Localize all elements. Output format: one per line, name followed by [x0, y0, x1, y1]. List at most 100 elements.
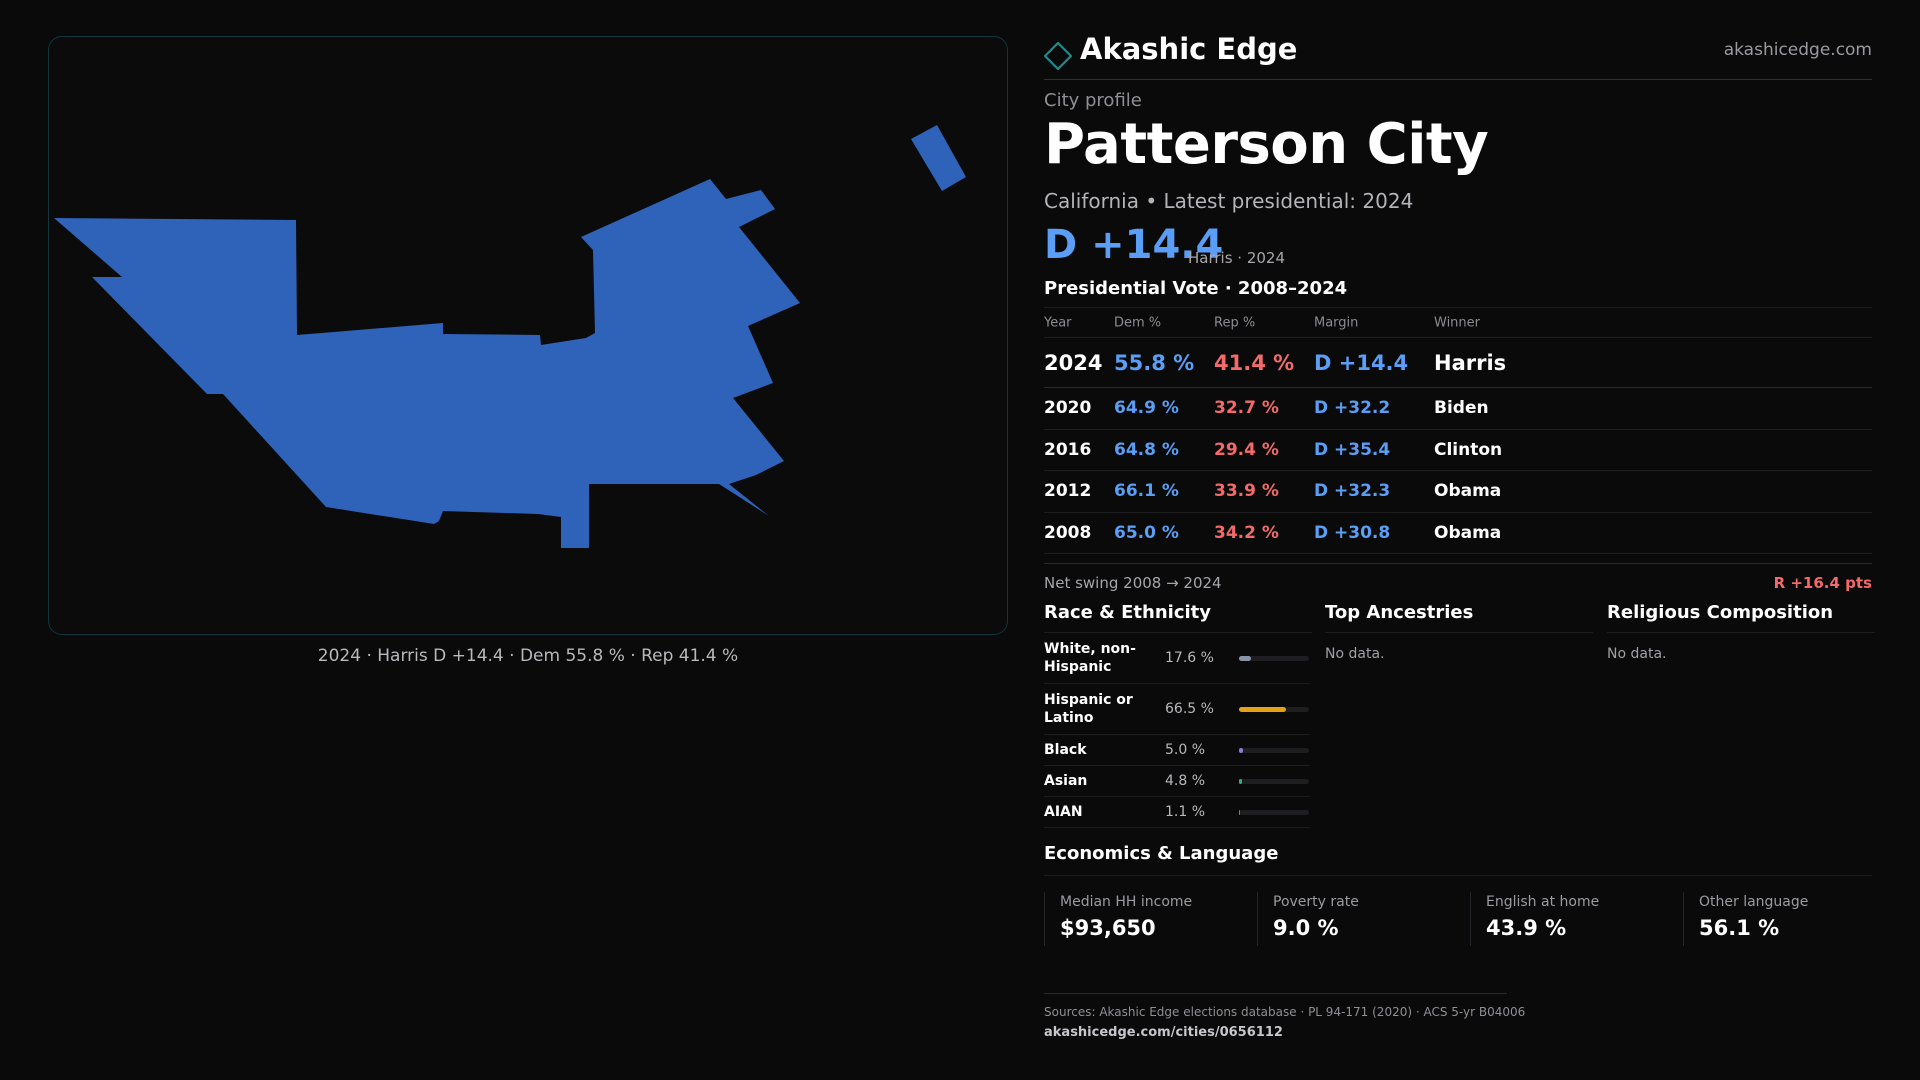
row-margin: D +30.8	[1314, 522, 1391, 543]
presidential-vote-table: Year Dem % Rep % Margin Winner 2024 55.8…	[1044, 307, 1872, 554]
row-rep-pct: 41.4 %	[1214, 350, 1295, 375]
race-row: Asian 4.8 %	[1044, 766, 1310, 797]
race-value: 17.6 %	[1165, 650, 1214, 666]
brand-header: Akashic Edge akashicedge.com	[1043, 30, 1872, 80]
race-value: 5.0 %	[1165, 742, 1206, 758]
diamond-outline-icon	[1043, 41, 1073, 74]
city-boundary-main[interactable]	[54, 179, 800, 548]
race-ethnicity-section: Race & Ethnicity White, non-Hispanic 17.…	[1044, 600, 1312, 828]
race-label: Black	[1044, 742, 1087, 758]
sources-note: Sources: Akashic Edge elections database…	[1044, 1005, 1526, 1019]
stat-label: Other language	[1699, 894, 1809, 910]
row-winner: Obama	[1434, 522, 1502, 543]
row-year: 2020	[1044, 398, 1092, 419]
religious-composition-section: Religious Composition No data.	[1607, 600, 1875, 662]
city-boundary-map[interactable]	[48, 36, 1008, 635]
race-bar-fill	[1239, 778, 1243, 784]
stat-other-language: Other language 56.1 %	[1683, 892, 1883, 946]
row-winner: Obama	[1434, 481, 1502, 502]
race-bar-track	[1239, 778, 1309, 784]
column-header-winner: Winner	[1434, 315, 1481, 330]
race-row: Black 5.0 %	[1044, 735, 1310, 766]
row-year: 2024	[1044, 350, 1103, 375]
economics-stats: Median HH income $93,650 Poverty rate 9.…	[1044, 892, 1872, 946]
table-row: 2016 64.8 % 29.4 % D +35.4 Clinton	[1044, 430, 1872, 471]
race-label: White, non-Hispanic	[1044, 641, 1136, 675]
table-row: 2024 55.8 % 41.4 % D +14.4 Harris	[1044, 338, 1872, 388]
profile-kicker: City profile	[1044, 90, 1142, 111]
race-label: Asian	[1044, 773, 1088, 789]
page-url-link[interactable]: akashicedge.com/cities/0656112	[1044, 1025, 1283, 1040]
row-margin: D +32.2	[1314, 398, 1391, 419]
race-bar-track	[1239, 747, 1309, 753]
stat-median-income: Median HH income $93,650	[1044, 892, 1244, 946]
table-row: 2008 65.0 % 34.2 % D +30.8 Obama	[1044, 513, 1872, 554]
top-ancestries-section: Top Ancestries No data.	[1325, 600, 1593, 662]
race-row: White, non-Hispanic 17.6 %	[1044, 633, 1310, 684]
column-header-dem: Dem %	[1114, 315, 1162, 330]
row-margin: D +14.4	[1314, 350, 1409, 375]
row-winner: Harris	[1434, 350, 1507, 375]
row-dem-pct: 66.1 %	[1114, 481, 1179, 502]
race-label: Hispanic or Latino	[1044, 692, 1133, 726]
stat-label: English at home	[1486, 894, 1600, 910]
row-dem-pct: 65.0 %	[1114, 522, 1179, 543]
city-boundary-exclave[interactable]	[911, 125, 966, 191]
row-winner: Clinton	[1434, 439, 1503, 460]
row-winner: Biden	[1434, 398, 1489, 419]
stat-poverty-rate: Poverty rate 9.0 %	[1257, 892, 1457, 946]
row-dem-pct: 64.9 %	[1114, 398, 1179, 419]
row-year: 2012	[1044, 481, 1092, 502]
religion-empty-message: No data.	[1607, 646, 1667, 662]
ancestries-empty-message: No data.	[1325, 646, 1385, 662]
race-bar-fill	[1239, 655, 1252, 661]
brand-url-link[interactable]: akashicedge.com	[1723, 40, 1872, 60]
row-year: 2016	[1044, 439, 1092, 460]
row-rep-pct: 34.2 %	[1214, 522, 1279, 543]
race-value: 66.5 %	[1165, 701, 1214, 717]
row-rep-pct: 29.4 %	[1214, 439, 1279, 460]
stat-english-at-home: English at home 43.9 %	[1470, 892, 1670, 946]
stat-value: 43.9 %	[1486, 916, 1567, 940]
city-subtitle: California • Latest presidential: 2024	[1044, 189, 1414, 213]
latest-margin-note: Harris · 2024	[1188, 249, 1286, 267]
race-row: AIAN 1.1 %	[1044, 797, 1310, 828]
city-profile-panel: Akashic Edge akashicedge.com City profil…	[1043, 0, 1875, 1080]
row-rep-pct: 32.7 %	[1214, 398, 1279, 419]
row-dem-pct: 64.8 %	[1114, 439, 1179, 460]
race-value: 1.1 %	[1165, 804, 1206, 820]
divider	[1044, 993, 1507, 994]
race-bar-fill	[1239, 706, 1286, 712]
stat-value: $93,650	[1060, 916, 1156, 940]
latest-margin: D +14.4	[1044, 222, 1224, 268]
race-bar-track	[1239, 706, 1309, 712]
stat-label: Median HH income	[1060, 894, 1193, 910]
row-year: 2008	[1044, 522, 1092, 543]
economics-language-title: Economics & Language	[1044, 843, 1279, 864]
net-swing-value: R +16.4 pts	[1773, 574, 1872, 592]
brand-name[interactable]: Akashic Edge	[1080, 32, 1298, 66]
race-row: Hispanic or Latino 66.5 %	[1044, 684, 1310, 735]
race-label: AIAN	[1044, 804, 1083, 820]
net-swing-row: Net swing 2008 → 2024 R +16.4 pts	[1044, 563, 1872, 599]
race-bar-fill	[1239, 747, 1243, 753]
divider	[1044, 875, 1872, 876]
presidential-vote-title: Presidential Vote · 2008–2024	[1044, 278, 1348, 299]
column-header-rep: Rep %	[1214, 315, 1256, 330]
row-margin: D +35.4	[1314, 439, 1391, 460]
race-bar-track	[1239, 809, 1309, 815]
row-rep-pct: 33.9 %	[1214, 481, 1279, 502]
map-caption: 2024 · Harris D +14.4 · Dem 55.8 % · Rep…	[317, 646, 739, 666]
stat-value: 9.0 %	[1273, 916, 1339, 940]
race-value: 4.8 %	[1165, 773, 1206, 789]
net-swing-label: Net swing 2008 → 2024	[1044, 574, 1222, 592]
map-canvas	[54, 125, 966, 548]
page-title: Patterson City	[1044, 112, 1489, 177]
row-dem-pct: 55.8 %	[1114, 350, 1195, 375]
row-margin: D +32.3	[1314, 481, 1391, 502]
top-ancestries-title: Top Ancestries	[1325, 600, 1593, 633]
stat-value: 56.1 %	[1699, 916, 1780, 940]
table-row: 2020 64.9 % 32.7 % D +32.2 Biden	[1044, 388, 1872, 430]
race-bar-track	[1239, 655, 1309, 661]
race-ethnicity-title: Race & Ethnicity	[1044, 600, 1312, 633]
